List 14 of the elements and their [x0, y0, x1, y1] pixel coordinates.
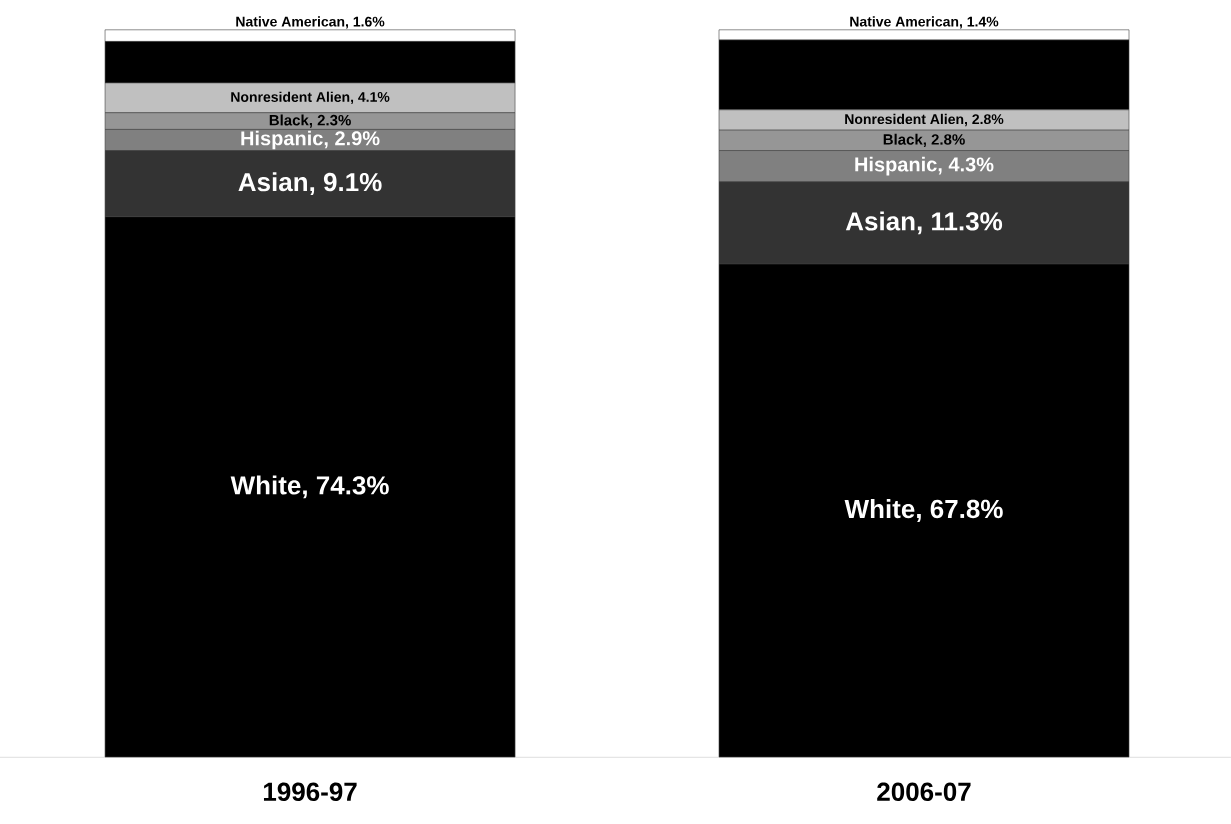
data-label: Native American, 1.6% [236, 16, 385, 29]
data-label: Asian, 9.1% [238, 172, 382, 196]
x-tick-label: 1996-97 [263, 782, 357, 802]
data-label: Hispanic, 4.3% [855, 156, 994, 176]
data-label: Native American, 1.4% [850, 16, 999, 29]
data-label: White, 74.3% [230, 475, 389, 499]
x-tick-label: 2006-07 [877, 782, 971, 802]
data-label: Nonresident Alien, 4.1% [231, 91, 390, 104]
data-label: Hispanic, 2.9% [241, 130, 380, 150]
data-label: Asian, 11.3% [845, 211, 1003, 235]
data-label: Black, 2.8% [883, 133, 965, 147]
data-label: White, 67.8% [844, 499, 1003, 522]
data-label: Black, 2.3% [269, 114, 351, 128]
data-label: Nonresident Alien, 2.8% [845, 113, 1004, 127]
